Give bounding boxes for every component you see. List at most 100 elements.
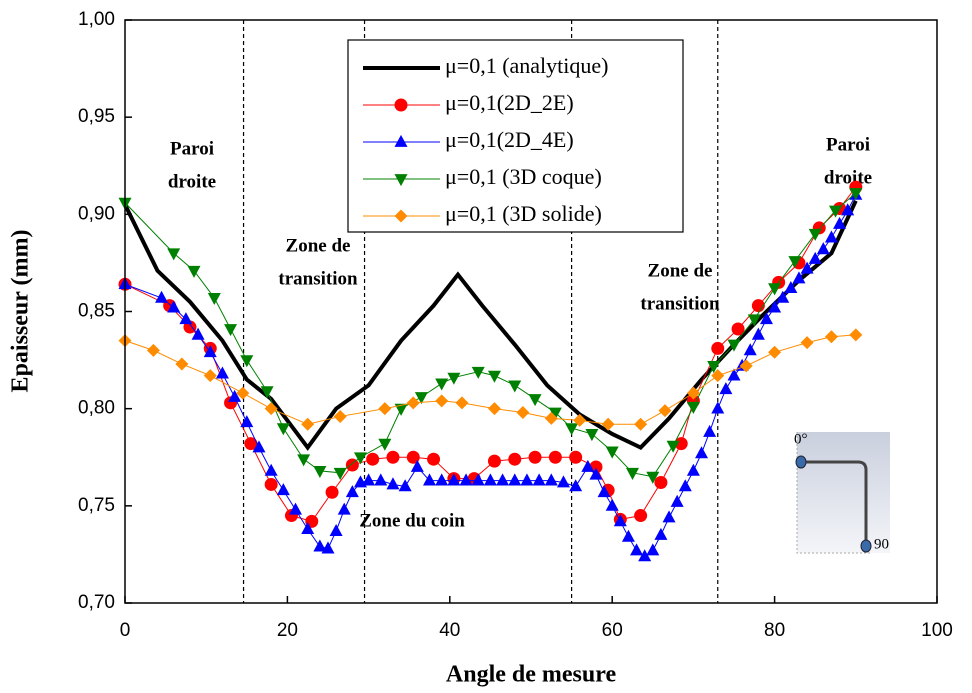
marker (459, 473, 473, 486)
marker (191, 327, 205, 340)
marker (569, 479, 583, 492)
legend-label: μ=0,1(2D_4E) (445, 127, 574, 152)
marker (768, 300, 782, 313)
marker (325, 485, 339, 499)
inset-bg (797, 432, 890, 553)
marker (455, 396, 469, 410)
marker (674, 437, 688, 451)
marker (447, 372, 461, 385)
marker (621, 529, 635, 542)
marker (508, 452, 522, 466)
marker (520, 473, 534, 486)
annotation: droite (824, 167, 872, 188)
marker (532, 473, 546, 486)
marker (435, 378, 449, 391)
marker (731, 322, 745, 336)
marker (264, 477, 278, 491)
x-tick-label: 40 (439, 620, 460, 641)
marker (711, 341, 725, 355)
marker (544, 473, 558, 486)
annotation: Zone du coin (359, 510, 465, 531)
marker (743, 343, 757, 356)
marker (203, 345, 217, 358)
marker (435, 394, 449, 408)
inset-point (795, 455, 807, 469)
marker (264, 402, 278, 416)
series-line (124, 194, 857, 557)
marker (646, 471, 660, 484)
marker (260, 386, 274, 399)
marker (276, 423, 290, 436)
series (118, 328, 863, 431)
marker (597, 485, 611, 498)
marker (406, 396, 420, 410)
marker (398, 479, 412, 492)
marker (244, 437, 258, 451)
marker (658, 404, 672, 418)
marker (167, 248, 181, 261)
marker (508, 473, 522, 486)
marker (686, 463, 700, 476)
x-tick-label: 80 (764, 620, 785, 641)
marker (240, 415, 254, 428)
marker (768, 345, 782, 359)
marker (496, 473, 510, 486)
marker (394, 98, 408, 112)
marker (394, 209, 408, 223)
marker (146, 343, 160, 357)
marker (695, 446, 709, 459)
marker (207, 293, 221, 306)
inset-label: 90 (874, 536, 889, 552)
inset-axes (796, 432, 870, 554)
marker (410, 459, 424, 472)
marker (605, 498, 619, 511)
marker (447, 473, 461, 486)
marker (345, 458, 359, 472)
x-tick-label: 20 (277, 620, 298, 641)
marker (471, 473, 485, 486)
marker (329, 523, 343, 536)
marker (727, 368, 741, 381)
legend-box (347, 39, 684, 233)
marker (849, 328, 863, 342)
marker (528, 450, 542, 464)
marker (179, 312, 193, 325)
marker (276, 483, 290, 496)
marker (849, 188, 863, 201)
marker (378, 438, 392, 451)
marker (386, 477, 400, 490)
marker (313, 539, 327, 552)
series (118, 187, 863, 562)
legend: μ=0,1 (analytique) μ=0,1(2D_2E) μ=0,1(2D_4… (347, 39, 684, 233)
marker (800, 261, 814, 274)
marker (784, 281, 798, 294)
marker (240, 355, 254, 368)
marker (301, 417, 315, 431)
inset-profile (801, 460, 868, 545)
y-tick-label: 0,95 (78, 106, 115, 127)
marker (654, 476, 668, 490)
marker (337, 502, 351, 515)
marker (394, 134, 408, 147)
marker (224, 324, 238, 337)
marker (508, 380, 522, 393)
marker (252, 440, 266, 453)
marker (662, 510, 676, 523)
marker (569, 450, 583, 464)
marker (167, 300, 181, 313)
marker (394, 174, 408, 187)
marker (423, 473, 436, 486)
marker (581, 459, 595, 472)
marker (788, 256, 802, 269)
x-tick-label: 0 (120, 620, 131, 641)
marker (414, 392, 428, 405)
marker (686, 386, 700, 400)
marker (654, 527, 668, 540)
marker (203, 369, 217, 383)
marker (289, 502, 303, 515)
marker (759, 312, 773, 325)
marker (707, 361, 721, 374)
marker (297, 454, 311, 467)
marker (435, 473, 449, 486)
marker (808, 251, 822, 264)
